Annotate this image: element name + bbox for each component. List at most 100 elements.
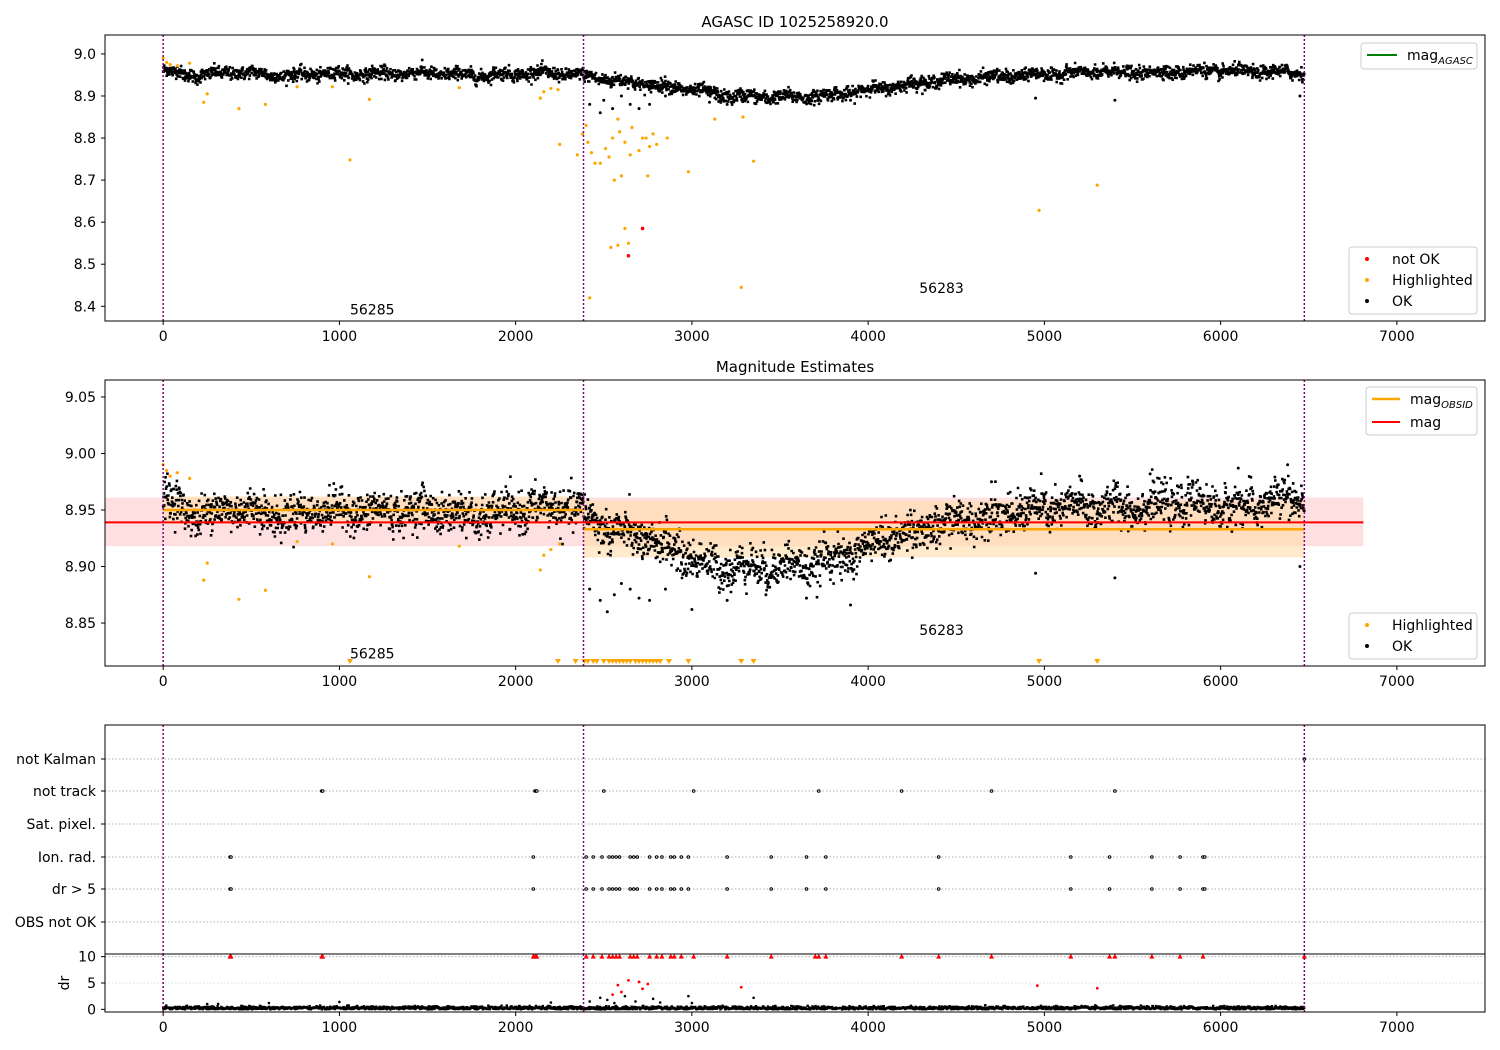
dr-point: [634, 1000, 637, 1003]
flag-marker: [1150, 855, 1154, 859]
flag-marker: [1178, 855, 1182, 859]
legend-dot-highlighted: [1365, 623, 1369, 627]
highlighted-point: [295, 85, 299, 89]
ok-point: [849, 603, 853, 607]
ok-point: [628, 587, 632, 591]
not-ok-point: [640, 226, 645, 231]
highlighted-point: [205, 561, 209, 565]
highlighted-point: [457, 544, 461, 548]
highlighted-point: [542, 90, 546, 94]
x-tick-label: 7000: [1379, 674, 1415, 690]
flag-row-label: dr > 5: [52, 882, 96, 898]
y-tick-label: 8.95: [65, 503, 96, 519]
highlighted-point: [686, 170, 690, 174]
obsid-label: 56285: [350, 303, 395, 319]
x-tick-label: 4000: [850, 1020, 886, 1036]
estimates-legend-bottom: Highlighted OK: [1348, 612, 1478, 660]
flag-marker: [607, 887, 611, 891]
highlighted-point: [609, 245, 613, 249]
estimates-title: Magnitude Estimates: [716, 358, 874, 376]
highlighted-point: [655, 142, 659, 146]
y-tick-label: 9.05: [65, 390, 96, 406]
highlighted-point: [187, 61, 192, 65]
dr-high-point: [1035, 984, 1039, 988]
x-tick-label: 6000: [1203, 329, 1239, 345]
dr-high-point: [637, 980, 641, 984]
x-tick-label: 0: [159, 329, 168, 345]
highlighted-point: [603, 146, 608, 151]
highlighted-point: [588, 296, 592, 300]
flag-marker: [635, 855, 640, 859]
x-tick-label: 4000: [850, 329, 886, 345]
flag-marker: [1069, 887, 1073, 891]
flag-marker: [899, 789, 904, 793]
y-tick-label: 0: [87, 1002, 96, 1018]
flag-row-label: OBS not OK: [15, 915, 97, 931]
flag-marker: [531, 887, 536, 891]
highlighted-point: [646, 174, 650, 178]
flag-marker: [1107, 887, 1112, 891]
highlighted-point: [367, 575, 371, 579]
ok-point: [1113, 576, 1117, 580]
dr-point: [623, 994, 627, 998]
highlighted-point: [549, 547, 553, 552]
highlighted-point: [610, 136, 615, 140]
dr-point: [598, 996, 602, 1000]
offscale-marker: [685, 659, 692, 664]
dr-clipped-marker: [634, 954, 640, 959]
dr-clipped-marker: [631, 954, 637, 959]
highlighted-point: [168, 474, 172, 478]
agasc-panel: AGASC ID 1025258920.0 0 1000 2000 3000 4000 5…: [74, 13, 1486, 345]
flag-marker: [600, 887, 604, 891]
flag-marker: [654, 887, 659, 891]
x-tick-label: 3000: [674, 674, 710, 690]
ok-point: [725, 102, 729, 106]
ok-point: [619, 94, 623, 98]
flag-marker: [631, 855, 636, 859]
dr-clipped-marker: [678, 954, 684, 959]
offscale-marker: [1094, 659, 1101, 664]
ok-point: [637, 107, 641, 111]
offscale-marker: [657, 659, 664, 664]
dr-high-point: [616, 983, 620, 987]
legend-dot-ok: [1365, 644, 1369, 648]
offscale-marker: [554, 659, 561, 664]
flag-marker: [725, 855, 729, 859]
ok-point: [725, 598, 729, 602]
flag-marker: [647, 887, 652, 891]
highlighted-point: [542, 553, 546, 557]
highlighted-point: [295, 540, 299, 544]
flags-panel: not Kalman not track Sat. pixel. Ion. rad. d…: [15, 724, 1486, 955]
dr-clipped-marker: [617, 954, 623, 959]
dr-point: [613, 1001, 616, 1005]
flag-marker: [617, 855, 622, 859]
dr-point: [658, 1001, 662, 1004]
ok-point: [648, 598, 652, 602]
flag-marker: [679, 887, 684, 891]
flag-marker: [1202, 887, 1207, 891]
flag-marker: [1150, 887, 1154, 891]
highlighted-point: [202, 578, 206, 582]
ok-point: [598, 111, 602, 115]
ok-point: [990, 480, 994, 484]
dr-high-point: [627, 978, 630, 982]
flag-marker: [936, 855, 941, 859]
highlighted-point: [584, 123, 588, 128]
highlighted-point: [205, 92, 209, 96]
dr-clipped-marker: [671, 954, 677, 959]
flag-marker: [804, 855, 809, 859]
obsid-label: 56285: [350, 647, 395, 663]
x-tick-label: 2000: [498, 1020, 534, 1036]
dr-clipped-marker: [320, 954, 326, 959]
offscale-marker: [627, 659, 634, 664]
legend-label-ok: OK: [1392, 639, 1413, 655]
dr-clipped-marker: [668, 954, 674, 959]
dr-clipped-marker: [606, 954, 612, 959]
highlighted-point: [581, 132, 585, 136]
flag-marker: [591, 855, 595, 859]
legend-label-highlighted: Highlighted: [1392, 273, 1473, 289]
ok-point: [1298, 94, 1302, 98]
offscale-marker: [346, 659, 353, 664]
ok-point: [648, 102, 652, 106]
agasc-x-axis: 0 1000 2000 3000 4000 5000 6000 7000: [159, 321, 1415, 345]
